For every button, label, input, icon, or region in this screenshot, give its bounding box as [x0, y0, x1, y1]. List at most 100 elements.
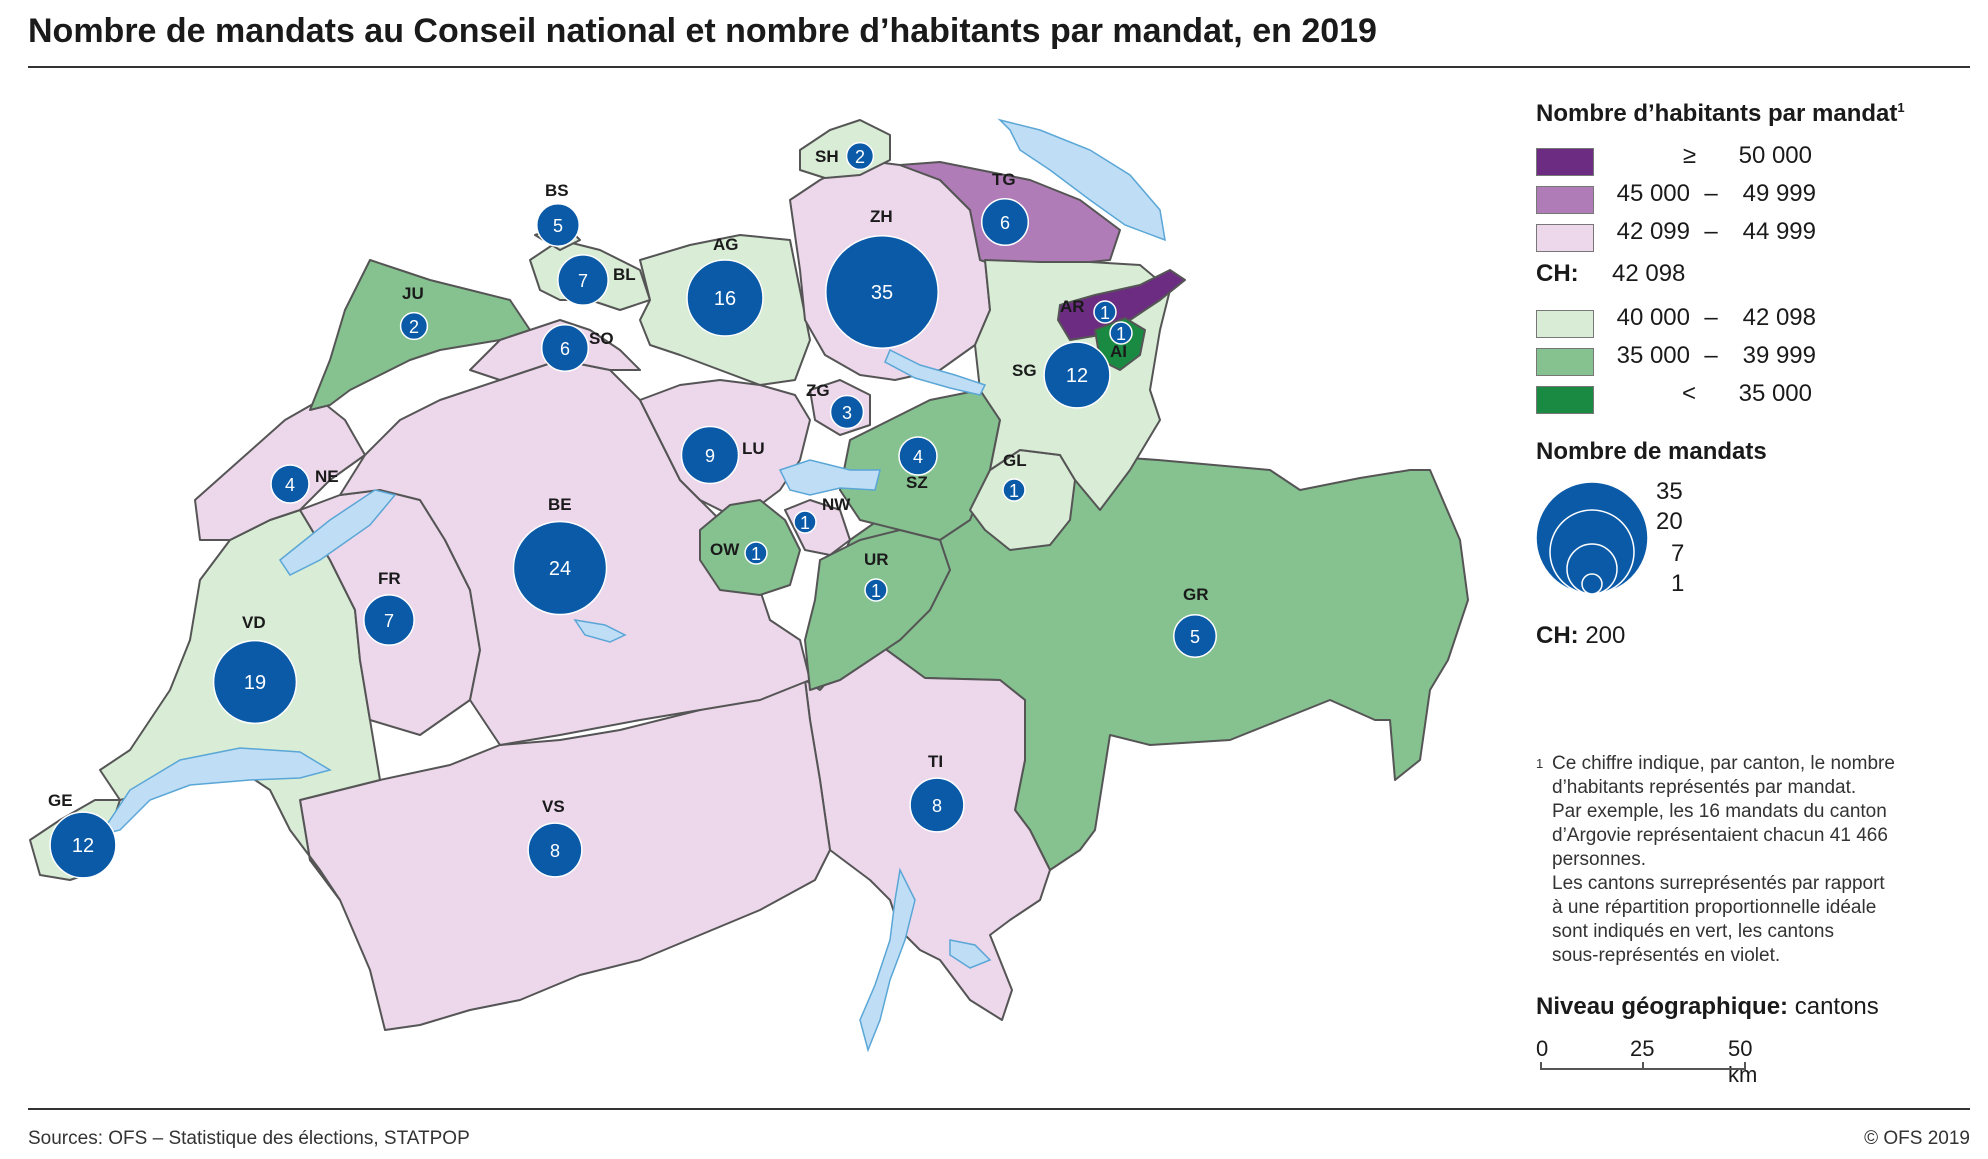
- mandate-bubble-BS: [536, 203, 580, 247]
- mandate-bubble-LU: [680, 425, 740, 485]
- legend-class-from: ≥: [1682, 142, 1696, 169]
- mandate-count-OW: 1: [751, 544, 761, 564]
- mandate-bubble-AR: [1093, 300, 1117, 324]
- canton-label-VS: VS: [542, 797, 565, 816]
- footnote-line: Ce chiffre indique, par canton, le nombr…: [1552, 753, 1895, 774]
- footnote: 1 Ce chiffre indique, par canton, le nom…: [1536, 752, 1956, 968]
- mandate-bubble-SZ: [898, 436, 938, 476]
- scale-tick-0: [1540, 1062, 1542, 1070]
- region-TI: [804, 644, 1051, 1021]
- mandate-count-VD: 19: [244, 672, 266, 694]
- footnote-line: Les cantons surreprésentés par rapport: [1552, 873, 1885, 894]
- footnote-line: à une répartition proportionnelle idéale: [1552, 897, 1877, 918]
- legend-high-class-2: 42 099–44 999: [1536, 218, 1976, 256]
- lake-constance: [997, 118, 1166, 242]
- switzerland-map: ZH BE VD AG SG GE LU TI VS FR BL TG SO BS GR NE SZ ZG SH JU…: [29, 118, 1469, 1053]
- mandate-count-ZG: 3: [842, 403, 852, 423]
- mandate-count-BE: 24: [549, 558, 571, 580]
- region-AR: [1057, 269, 1186, 341]
- legend-high-class-1: 45 000–49 999: [1536, 180, 1976, 218]
- legend-class-from: 40 000: [1616, 304, 1690, 331]
- legend-swatch: [1536, 386, 1594, 414]
- copyright-text: © OFS 2019: [1864, 1128, 1970, 1149]
- mandate-bubble-GR: [1173, 614, 1217, 658]
- canton-label-ZH: ZH: [870, 207, 893, 226]
- legend-swatch: [1536, 148, 1594, 176]
- legend-class-to: 39 999: [1742, 342, 1816, 369]
- mandate-count-AG: 16: [714, 288, 736, 310]
- mandate-count-GL: 1: [1009, 481, 1019, 501]
- mandate-count-BL: 7: [578, 271, 588, 291]
- mandate-bubble-TI: [909, 777, 965, 833]
- mandate-count-LU: 9: [705, 446, 715, 466]
- canton-label-BL: BL: [613, 265, 636, 284]
- canton-label-SG: SG: [1012, 361, 1037, 380]
- legend-low-class-0: 40 000–42 098: [1536, 304, 1976, 342]
- mandate-count-JU: 2: [409, 317, 419, 337]
- mandates-ch-row: CH: 200: [1536, 622, 1626, 649]
- canton-label-GE: GE: [48, 791, 73, 810]
- canton-label-SH: SH: [815, 147, 839, 166]
- legend-inhabitants-heading: Nombre d’habitants par mandat1: [1536, 100, 1905, 127]
- footnote-line: d’Argovie représentaient chacun 41 466: [1552, 825, 1888, 846]
- source-text: Sources: OFS – Statistique des élections…: [28, 1128, 470, 1149]
- canton-label-OW: OW: [710, 540, 740, 559]
- canton-label-NW: NW: [822, 495, 851, 514]
- scale-bar: 0 25 50 km: [1536, 1036, 1758, 1087]
- footnote-line: Par exemple, les 16 mandats du canton: [1552, 801, 1887, 822]
- mandate-count-SZ: 4: [913, 447, 923, 467]
- legend-class-to: 49 999: [1742, 180, 1816, 207]
- mandate-count-FR: 7: [384, 611, 394, 631]
- canton-label-AI: AI: [1110, 342, 1127, 361]
- legend-class-to: 42 098: [1742, 304, 1816, 331]
- footnote-line: personnes.: [1552, 849, 1647, 870]
- footnote-line: sont indiqués en vert, les cantons: [1552, 921, 1835, 942]
- lake-zurich: [884, 348, 987, 396]
- mandate-bubble-BL: [557, 254, 609, 306]
- canton-label-BE: BE: [548, 495, 572, 514]
- mandate-bubble-AG: [686, 259, 764, 337]
- mandate-bubble-UR: [864, 578, 888, 602]
- canton-label-VD: VD: [242, 613, 266, 632]
- canton-label-NE: NE: [315, 467, 339, 486]
- legend-dash: –: [1704, 304, 1718, 331]
- mandate-bubble-GE: [49, 811, 117, 879]
- canton-label-TG: TG: [992, 170, 1016, 189]
- mandate-circles: [1535, 481, 1649, 595]
- legend-dash: –: [1704, 218, 1718, 245]
- lake-geneva: [98, 747, 332, 837]
- mandate-count-SO: 6: [560, 339, 570, 359]
- canton-label-UR: UR: [864, 550, 889, 569]
- mandate-bubble-NW: [793, 510, 817, 534]
- mandate-count-AR: 1: [1100, 303, 1110, 323]
- mandate-count-TI: 8: [932, 796, 942, 816]
- legend-low-class-2: <35 000: [1536, 380, 1976, 418]
- mandate-bubble-FR: [363, 594, 415, 646]
- mandate-bubble-VD: [212, 639, 298, 725]
- canton-label-TI: TI: [928, 752, 943, 771]
- mandate-bubble-ZH: [825, 235, 939, 349]
- top-rule: [28, 66, 1970, 68]
- legend: Nombre d’habitants par mandat1 ≥50 000 45…: [1535, 100, 1976, 660]
- mandate-bubble-TG: [980, 197, 1030, 247]
- legend-swatch: [1536, 224, 1594, 252]
- lake-neuchatel: [278, 489, 397, 576]
- scale-tick-25: [1642, 1062, 1644, 1070]
- canton-label-JU: JU: [402, 284, 424, 303]
- mandate-bubble-NE: [270, 464, 310, 504]
- mandate-count-SH: 2: [855, 147, 865, 167]
- legend-class-to: 35 000: [1738, 380, 1812, 407]
- mandate-count-AI: 1: [1116, 324, 1126, 344]
- lake-maggiore: [859, 867, 916, 1053]
- canton-label-AG: AG: [713, 235, 739, 254]
- mandate-size-legend: 35 20 7 1: [1535, 478, 1976, 600]
- mandate-bubble-BE: [512, 520, 608, 616]
- canton-label-ZG: ZG: [806, 381, 830, 400]
- geo-level: Niveau géographique: cantons: [1536, 993, 1879, 1020]
- legend-class-from: <: [1681, 380, 1696, 407]
- canton-label-GL: GL: [1003, 451, 1027, 470]
- map-title: Nombre de mandats au Conseil national et…: [28, 12, 1377, 50]
- legend-dash: –: [1704, 342, 1718, 369]
- mandate-bubble-VS: [527, 822, 583, 878]
- legend-class-from: 35 000: [1616, 342, 1690, 369]
